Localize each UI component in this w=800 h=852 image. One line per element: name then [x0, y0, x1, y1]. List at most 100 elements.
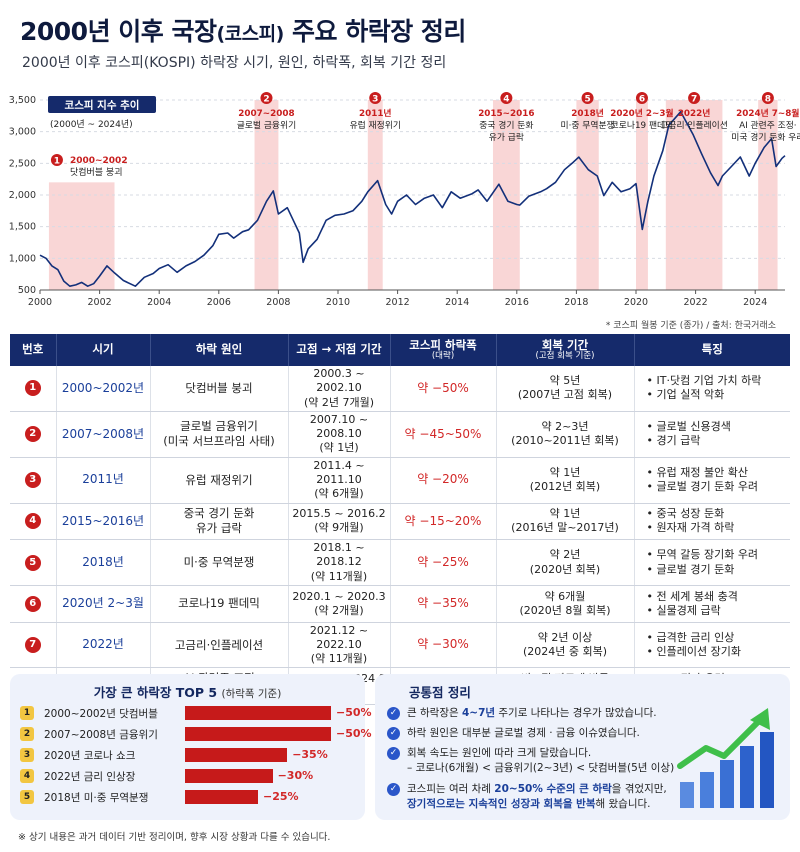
top5-item: 4 2022년 금리 인상장 −30%	[20, 767, 360, 785]
top5-bar	[185, 706, 331, 720]
top5-label: 2020년 코로나 쇼크	[44, 750, 136, 762]
page-subtitle: 2000년 이후 코스피(KOSPI) 하락장 시기, 원인, 하락폭, 회복 …	[22, 55, 447, 71]
y-tick-label: 2,000	[9, 190, 36, 201]
row-drop: 약 −15~20%	[390, 503, 497, 541]
row-drop: 약 −25%	[390, 539, 497, 587]
common-item: ✓ 하락 원인은 대부분 글로벌 경제 · 금융 이슈였습니다.	[387, 726, 640, 741]
y-tick-label: 3,500	[9, 95, 36, 106]
x-tick-label: 2010	[326, 297, 350, 308]
x-tick-label: 2000	[28, 297, 52, 308]
top5-rank: 4	[20, 769, 34, 783]
chart-title-box	[48, 96, 156, 113]
annotation-label: 2015~2016	[478, 109, 534, 119]
annotation-badge	[500, 92, 513, 104]
shade-region-1	[48, 182, 115, 290]
chart-subtitle: (2000년 ~ 2024년)	[50, 119, 133, 130]
top5-bar	[185, 790, 258, 804]
shade-region-2	[254, 100, 279, 290]
top5-item: 5 2018년 미·중 무역분쟁 −25%	[20, 788, 360, 806]
header-range: 고점 → 저점 기간	[288, 334, 391, 366]
annotation-label: 닷컴버블 붕괴	[70, 166, 123, 178]
row-cause: 글로벌 금융위기 (미국 서브프라임 사태)	[150, 411, 289, 458]
row-number: 6	[10, 585, 57, 623]
header-recovery: 회복 기간 (고점 회복 기준)	[496, 334, 635, 366]
x-tick-label: 2002	[88, 297, 112, 308]
row-recovery: 약 2~3년 (2010~2011년 회복)	[496, 411, 635, 458]
row-features: • IT·닷컴 기업 가치 하락 • 기업 실적 악화	[634, 366, 790, 412]
annotation-label: 2007~2008	[238, 109, 294, 119]
row-recovery: 약 2년 (2020년 회복)	[496, 539, 635, 587]
annotation-label: 2022년	[678, 107, 711, 119]
y-tick-label: 2,500	[9, 158, 36, 169]
row-range: 2011.4 ~ 2011.10 (약 6개월)	[288, 457, 391, 504]
chart-source-note: * 코스피 월봉 기준 (종가) / 출처: 한국거래소	[605, 321, 776, 331]
top5-value: −30%	[277, 769, 314, 782]
top5-rank: 5	[20, 790, 34, 804]
row-features: • 전 세계 봉쇄 충격 • 실물경제 급락	[634, 585, 790, 623]
annotation-number: 7	[691, 95, 697, 105]
table-row: 5 2018년 미·중 무역분쟁 2018.1 ~ 2018.12 (약 11개월) 약 …	[10, 539, 790, 587]
row-cause: 중국 경기 둔화 유가 급락	[150, 503, 289, 541]
top5-label: 2022년 금리 인상장	[44, 771, 136, 783]
annotation-number: 2	[263, 95, 269, 105]
annotation-badge	[50, 154, 63, 166]
row-features: • 중국 성장 둔화 • 원자재 가격 하락	[634, 503, 790, 541]
annotation-number: 6	[639, 95, 645, 105]
top5-bar	[185, 748, 288, 762]
annotation-label: 고금리·인플레이션	[660, 120, 728, 131]
x-tick-label: 2022	[684, 297, 708, 308]
series-line-0	[39, 110, 786, 287]
shade-region-3	[367, 100, 383, 290]
chart-title: 코스피 지수 추이	[65, 99, 140, 112]
top5-rank: 1	[20, 706, 34, 720]
top5-value: −50%	[336, 706, 372, 719]
row-recovery: 약 1년 (2016년 말~2017년)	[496, 503, 635, 541]
row-period: 2020년 2~3월	[56, 585, 151, 623]
top5-title: 가장 큰 하락장 TOP 5 (하락폭 기준)	[93, 685, 282, 700]
y-tick-label: 3,000	[9, 127, 36, 138]
common-title: 공통점 정리	[409, 685, 471, 700]
table-row: 2 2007~2008년 글로벌 금융위기 (미국 서브프라임 사태) 2007.10 …	[10, 411, 790, 458]
annotation-label: 2011년	[359, 107, 392, 119]
table-row: 1 2000~2002년 닷컴버블 붕괴 2000.3 ~ 2002.10 (약 2년 …	[10, 366, 790, 412]
row-number: 1	[10, 366, 57, 412]
table-row: 4 2015~2016년 중국 경기 둔화 유가 급락 2015.5 ~ 2016.2(…	[10, 503, 790, 541]
row-period: 2000~2002년	[56, 366, 151, 412]
y-tick-label: 1,500	[9, 222, 36, 233]
table-row: 6 2020년 2~3월 코로나19 팬데믹 2020.1 ~ 2020.3 (약 2개…	[10, 585, 790, 623]
x-tick-label: 2020	[624, 297, 648, 308]
annotation-label: 유가 급락	[489, 131, 524, 143]
row-period: 2011년	[56, 457, 151, 504]
check-icon: ✓	[387, 707, 400, 720]
top5-label: 2007~2008년 금융위기	[44, 729, 158, 741]
x-tick-label: 2024	[743, 297, 767, 308]
annotation-badge	[635, 92, 648, 104]
row-range: 2021.12 ~ 2022.10 (약 11개월)	[288, 622, 391, 669]
top5-label: 2000~2002년 닷컴버블	[44, 708, 158, 720]
annotation-label: 미국 경기 둔화 우려	[731, 131, 800, 143]
row-recovery: 약 2년 이상 (2024년 중 회복)	[496, 622, 635, 669]
annotation-badge	[260, 92, 273, 104]
annotation-badge	[688, 92, 701, 104]
annotation-number: 1	[54, 157, 60, 167]
annotation-badge	[581, 92, 594, 104]
row-cause: 유럽 재정위기	[150, 457, 289, 504]
annotation-label: 글로벌 금융위기	[237, 120, 296, 131]
row-range: 2015.5 ~ 2016.2 (약 9개월)	[288, 503, 391, 541]
row-recovery: 약 1년 (2012년 회복)	[496, 457, 635, 504]
top5-item: 2 2007~2008년 금융위기 −50%	[20, 725, 372, 743]
top5-item: 1 2000~2002년 닷컴버블 −50%	[20, 704, 372, 722]
row-number: 2	[10, 411, 57, 458]
annotation-badge	[369, 92, 382, 104]
header-features: 특징	[634, 334, 790, 366]
bear-market-table: 번호 시기 하락 원인 고점 → 저점 기간 코스피 하락폭 (대략) 회복 기간…	[10, 334, 790, 705]
common-item: ✓ 큰 하락장은 4~7년 주기로 나타나는 경우가 많았습니다.	[387, 706, 657, 721]
row-drop: 약 −45~50%	[390, 411, 497, 458]
row-drop: 약 −20%	[390, 457, 497, 504]
